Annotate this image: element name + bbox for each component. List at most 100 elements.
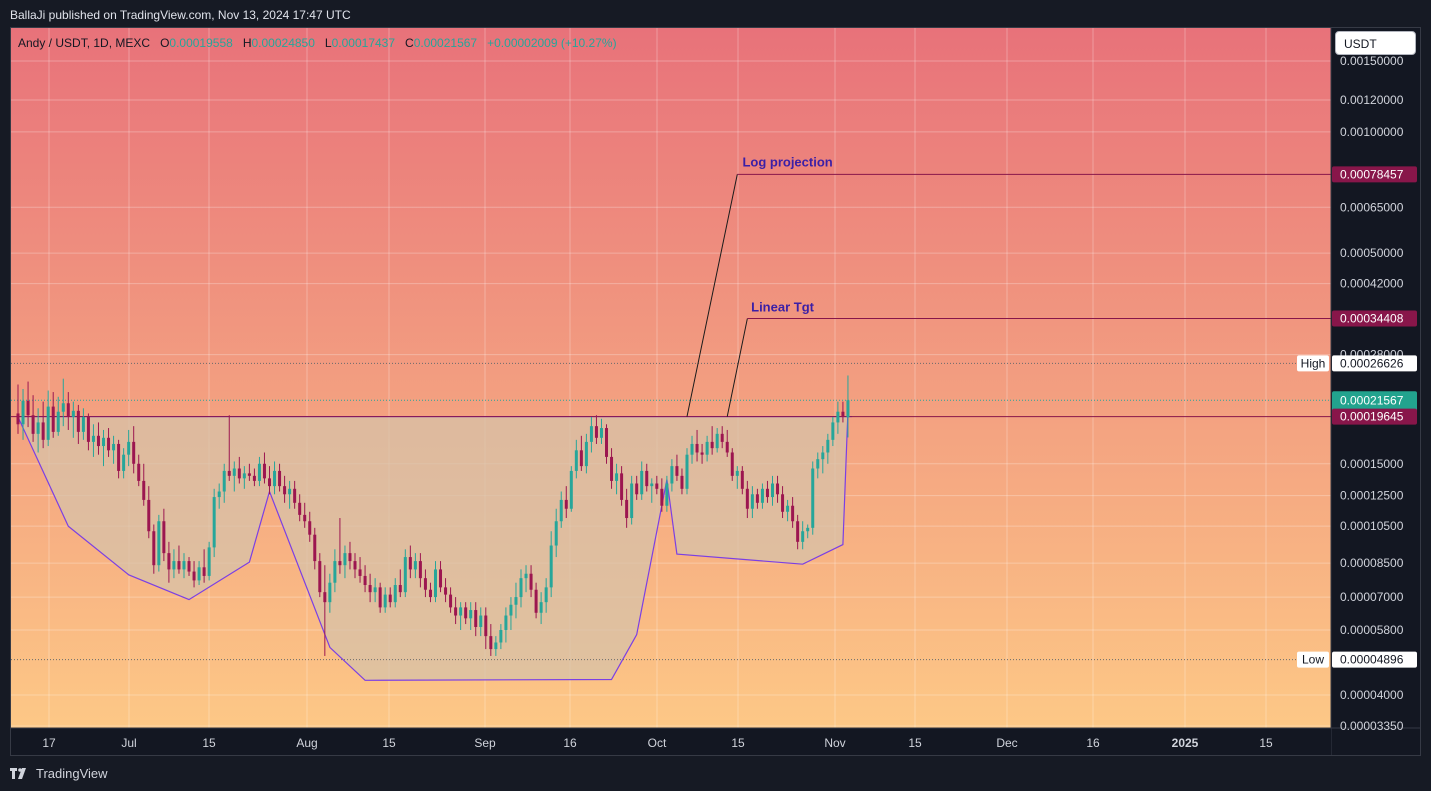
candle-body bbox=[771, 483, 774, 498]
candle-body bbox=[836, 411, 840, 423]
candle-body bbox=[464, 607, 468, 619]
candle-body bbox=[579, 450, 583, 467]
open-value: 0.00019558 bbox=[169, 36, 233, 50]
candle-body bbox=[811, 468, 815, 528]
open-label: O bbox=[160, 36, 170, 50]
candle-body bbox=[730, 452, 734, 476]
candle-body bbox=[41, 422, 45, 440]
symbol-label[interactable]: Andy / USDT, 1D, MEXC bbox=[18, 36, 151, 50]
candle-body bbox=[132, 441, 136, 464]
candle-body bbox=[479, 615, 483, 627]
price-axis[interactable]: 0.00150000 0.00120000 0.00100000 0.00065000… bbox=[1340, 54, 1404, 733]
candle-body bbox=[705, 441, 709, 455]
candle-body bbox=[816, 459, 820, 469]
projection-line bbox=[726, 318, 748, 417]
candle-body bbox=[534, 589, 538, 613]
candle-body bbox=[690, 443, 694, 455]
candle-body bbox=[454, 607, 458, 616]
candle-body bbox=[378, 587, 382, 608]
candle-body bbox=[408, 557, 412, 570]
candle-body bbox=[725, 441, 729, 453]
candle-body bbox=[635, 483, 639, 495]
candle-body bbox=[459, 607, 463, 616]
candle-body bbox=[16, 413, 20, 425]
candle-body bbox=[695, 443, 699, 453]
candle-body bbox=[373, 587, 377, 593]
candle-body bbox=[791, 505, 795, 522]
candle-body bbox=[237, 468, 241, 479]
candle-body bbox=[615, 473, 619, 481]
time-tick-label: Sep bbox=[474, 736, 496, 750]
candle-body bbox=[806, 527, 810, 532]
candle-body bbox=[680, 475, 684, 489]
candle-body bbox=[796, 521, 800, 542]
footer-brand-text: TradingView bbox=[36, 766, 108, 781]
candle-body bbox=[127, 441, 131, 455]
extreme-tag-bg bbox=[1297, 651, 1329, 668]
candle-body bbox=[519, 578, 523, 598]
candle-body bbox=[363, 575, 367, 586]
low-value: 0.00017437 bbox=[331, 36, 396, 50]
price-tick-label: 0.00042000 bbox=[1340, 277, 1404, 291]
candle-body bbox=[112, 443, 116, 451]
candle-body bbox=[423, 578, 427, 590]
candle-body bbox=[353, 561, 357, 570]
close-value: 0.00021567 bbox=[413, 36, 478, 50]
extreme-price-label: 0.00004896 bbox=[1340, 653, 1404, 667]
target-price-label: 0.00034408 bbox=[1340, 312, 1404, 326]
candle-body bbox=[212, 497, 216, 548]
change-value: +0.00002009 (+10.27%) bbox=[487, 36, 617, 50]
price-tick-label: 0.00120000 bbox=[1340, 93, 1404, 107]
currency-unit-button[interactable]: USDT bbox=[1335, 31, 1416, 55]
candle-body bbox=[549, 545, 553, 588]
candle-body bbox=[469, 610, 473, 619]
candle-body bbox=[529, 573, 533, 590]
footer-brand: TradingView bbox=[10, 766, 108, 781]
candle-body bbox=[298, 502, 302, 515]
price-tick-label: 0.00004000 bbox=[1340, 688, 1404, 702]
time-tick-label: Oct bbox=[648, 736, 667, 750]
chart-background bbox=[11, 28, 1331, 728]
candle-body bbox=[670, 466, 674, 484]
publish-info: BallaJi published on TradingView.com, No… bbox=[10, 8, 351, 22]
price-tick-label: 0.00150000 bbox=[1340, 54, 1404, 68]
price-axis-bg bbox=[1331, 28, 1420, 728]
candle-body bbox=[313, 534, 317, 562]
candle-body bbox=[102, 437, 106, 447]
candle-body bbox=[630, 483, 634, 519]
candle-body bbox=[252, 475, 256, 481]
annotations: Log projection Linear Tgt bbox=[686, 155, 1331, 417]
projection-line bbox=[686, 174, 738, 417]
candle-body bbox=[584, 441, 588, 467]
price-tick-label: 0.00010500 bbox=[1340, 519, 1404, 533]
candle-body bbox=[755, 494, 759, 503]
candle-body bbox=[760, 488, 764, 503]
price-tick-label: 0.00008500 bbox=[1340, 556, 1404, 570]
candle-body bbox=[564, 499, 568, 509]
candle-body bbox=[207, 547, 211, 576]
candle-body bbox=[821, 452, 825, 460]
candle-body bbox=[428, 589, 432, 598]
candle-body bbox=[152, 531, 156, 566]
time-tick-label: Jul bbox=[121, 736, 136, 750]
horizontal-levels bbox=[11, 362, 1331, 661]
time-tick-label: 15 bbox=[202, 736, 216, 750]
candle-body bbox=[444, 587, 448, 595]
candle-body bbox=[610, 456, 614, 481]
candle-body bbox=[831, 422, 835, 440]
candle-body bbox=[167, 553, 171, 570]
candle-body bbox=[303, 514, 307, 522]
time-tick-label: 17 bbox=[42, 736, 56, 750]
candle-body bbox=[157, 521, 161, 566]
candle-body bbox=[620, 473, 624, 500]
annotation-text: Log projection bbox=[742, 155, 832, 170]
time-tick-label: 15 bbox=[382, 736, 396, 750]
candle-body bbox=[745, 488, 749, 509]
candle-body bbox=[358, 569, 362, 576]
annotation-text: Linear Tgt bbox=[751, 300, 815, 315]
time-axis[interactable]: 17 Jul 15 Aug 15 Sep 16 Oct 15 Nov 15 Dec 16 2025 15 bbox=[42, 736, 1273, 750]
candle-body bbox=[142, 480, 146, 500]
candle-body bbox=[539, 602, 543, 613]
candle-body bbox=[242, 473, 246, 479]
price-chart[interactable]: Log projection Linear Tgt 0.00150000 0.001… bbox=[10, 27, 1421, 756]
